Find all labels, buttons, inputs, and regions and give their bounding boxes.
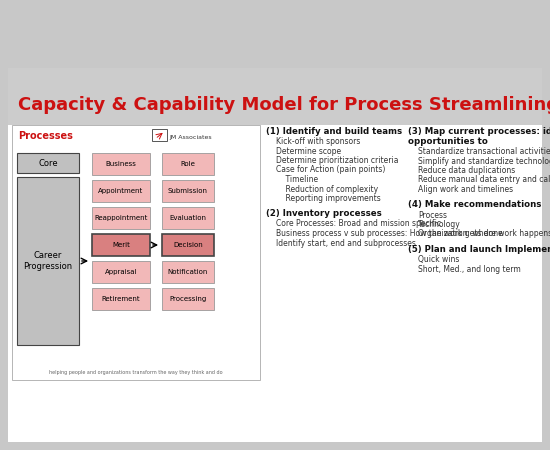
Bar — [162, 153, 214, 175]
Bar — [92, 288, 150, 310]
Text: Career
Progression: Career Progression — [24, 251, 73, 271]
Bar — [17, 153, 79, 173]
Bar — [92, 153, 150, 175]
Text: (4) Make recommendations: (4) Make recommendations — [408, 201, 541, 210]
Bar — [8, 68, 542, 442]
Bar — [17, 177, 79, 345]
Text: Retirement: Retirement — [102, 296, 140, 302]
Text: Reduction of complexity: Reduction of complexity — [276, 184, 378, 194]
Text: JM Associates: JM Associates — [169, 135, 212, 140]
Bar — [12, 125, 260, 380]
Text: Business: Business — [106, 161, 136, 167]
Text: (1) Identify and build teams: (1) Identify and build teams — [266, 127, 402, 136]
Bar — [162, 207, 214, 229]
Text: Case for Action (pain points): Case for Action (pain points) — [276, 166, 386, 175]
Text: Decision: Decision — [173, 242, 203, 248]
Bar — [92, 261, 150, 283]
Text: Short, Med., and long term: Short, Med., and long term — [418, 265, 521, 274]
Text: Processes: Processes — [18, 131, 73, 141]
Text: Core Processes: Broad and mission specific: Core Processes: Broad and mission specif… — [276, 220, 441, 229]
Text: Reporting improvements: Reporting improvements — [276, 194, 381, 203]
Bar — [8, 68, 542, 125]
Text: (3) Map current processes: identify: (3) Map current processes: identify — [408, 127, 550, 136]
Text: Kick-off with sponsors: Kick-off with sponsors — [276, 137, 360, 146]
Text: Reduce data duplications: Reduce data duplications — [418, 166, 515, 175]
Text: Technology: Technology — [418, 220, 461, 229]
Text: Role: Role — [180, 161, 195, 167]
Bar — [162, 180, 214, 202]
Text: Reappointment: Reappointment — [94, 215, 148, 221]
Bar — [162, 288, 214, 310]
Text: Timeline: Timeline — [276, 175, 318, 184]
Text: Simplify and standardize technologies: Simplify and standardize technologies — [418, 157, 550, 166]
Text: Business process v sub processes: How the work gets done: Business process v sub processes: How th… — [276, 229, 503, 238]
Text: Align work and timelines: Align work and timelines — [418, 185, 513, 194]
Text: Merit: Merit — [112, 242, 130, 248]
Text: Reduce manual data entry and calculation: Reduce manual data entry and calculation — [418, 176, 550, 184]
Bar — [162, 261, 214, 283]
Text: Process: Process — [418, 211, 447, 220]
Text: Appraisal: Appraisal — [104, 269, 138, 275]
Text: Determine prioritization criteria: Determine prioritization criteria — [276, 156, 399, 165]
Text: Core: Core — [38, 158, 58, 167]
Bar — [92, 234, 150, 256]
Text: Determine scope: Determine scope — [276, 147, 341, 156]
Text: (5) Plan and launch Implementation: (5) Plan and launch Implementation — [408, 245, 550, 254]
Text: Notification: Notification — [168, 269, 208, 275]
Text: Identify start, end and subprocesses: Identify start, end and subprocesses — [276, 238, 416, 248]
Text: Standardize transactional activities: Standardize transactional activities — [418, 147, 550, 156]
Text: (2) Inventory processes: (2) Inventory processes — [266, 210, 382, 219]
Text: Organization: where work happens: Organization: where work happens — [418, 230, 550, 238]
Text: Appointment: Appointment — [98, 188, 144, 194]
Bar — [152, 129, 167, 141]
Text: Evaluation: Evaluation — [169, 215, 206, 221]
Text: Quick wins: Quick wins — [418, 255, 459, 264]
Text: opportunities to: opportunities to — [408, 137, 488, 146]
Bar — [92, 207, 150, 229]
Text: Processing: Processing — [169, 296, 207, 302]
Text: Capacity & Capability Model for Process Streamlining: Capacity & Capability Model for Process … — [18, 96, 550, 114]
Bar — [92, 180, 150, 202]
Bar — [162, 234, 214, 256]
Text: Submission: Submission — [168, 188, 208, 194]
Text: helping people and organizations transform the way they think and do: helping people and organizations transfo… — [49, 370, 223, 375]
